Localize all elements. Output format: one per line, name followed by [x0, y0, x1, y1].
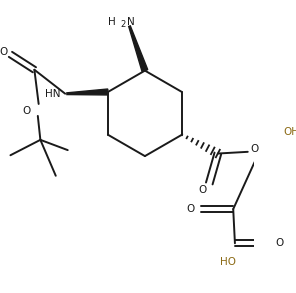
Text: OH: OH [284, 127, 296, 137]
Text: 2: 2 [120, 20, 125, 29]
Text: O: O [275, 238, 284, 248]
Polygon shape [129, 26, 148, 71]
Polygon shape [67, 89, 108, 95]
Text: O: O [186, 204, 194, 214]
Text: O: O [198, 185, 207, 195]
Text: O: O [0, 47, 8, 57]
Text: HO: HO [220, 257, 236, 267]
Text: N: N [127, 17, 135, 27]
Text: O: O [250, 144, 259, 154]
Text: H: H [108, 17, 116, 27]
Text: HN: HN [44, 89, 60, 99]
Text: O: O [22, 106, 31, 116]
